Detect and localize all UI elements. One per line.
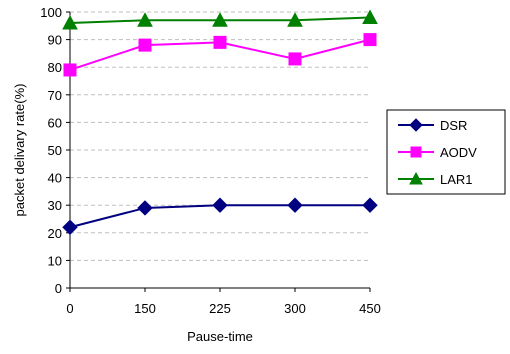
y-tick-label: 90 xyxy=(48,33,62,48)
data-point-square xyxy=(213,35,227,49)
data-point-diamond xyxy=(287,197,303,213)
data-point-diamond xyxy=(137,200,153,216)
legend-item-lar1: LAR1 xyxy=(398,171,473,187)
gridlines xyxy=(70,11,370,261)
data-point-triangle xyxy=(137,12,153,27)
data-point-diamond xyxy=(409,118,423,132)
y-ticks: 0 10 20 30 40 50 60 70 80 90 100 xyxy=(40,5,70,296)
series-aodv xyxy=(63,33,377,77)
x-tick-label: 300 xyxy=(284,301,306,316)
data-point-diamond xyxy=(362,197,378,213)
legend-label: DSR xyxy=(440,118,467,133)
x-tick-label: 450 xyxy=(359,301,381,316)
data-point-square xyxy=(288,52,302,66)
y-tick-label: 0 xyxy=(55,281,62,296)
legend-label: LAR1 xyxy=(440,172,473,187)
y-tick-label: 80 xyxy=(48,60,62,75)
legend-items: DSR AODV LAR1 xyxy=(398,118,477,187)
y-tick-label: 60 xyxy=(48,115,62,130)
x-axis-label: Pause-time xyxy=(187,329,253,344)
x-tick-label: 225 xyxy=(209,301,231,316)
x-tick-label: 0 xyxy=(66,301,73,316)
legend-item-aodv: AODV xyxy=(398,145,477,160)
series-dsr xyxy=(62,197,378,235)
data-point-diamond xyxy=(62,219,78,235)
legend: DSR AODV LAR1 xyxy=(386,109,506,195)
y-tick-label: 40 xyxy=(48,171,62,186)
y-tick-label: 50 xyxy=(48,143,62,158)
legend-item-dsr: DSR xyxy=(398,118,467,133)
data-point-triangle xyxy=(62,14,78,30)
y-tick-label: 20 xyxy=(48,226,62,241)
data-point-diamond xyxy=(212,197,228,213)
data-point-triangle xyxy=(362,9,378,25)
data-point-square xyxy=(410,146,422,158)
data-point-square xyxy=(363,33,377,47)
legend-label: AODV xyxy=(440,145,477,160)
series xyxy=(62,9,378,235)
data-point-square xyxy=(138,38,152,52)
x-ticks: 0 150 225 300 450 xyxy=(66,288,381,316)
data-point-triangle xyxy=(212,12,228,27)
data-point-square xyxy=(63,63,77,77)
series-lar1 xyxy=(62,9,378,30)
y-tick-label: 10 xyxy=(48,253,62,268)
x-tick-label: 150 xyxy=(134,301,156,316)
data-point-triangle xyxy=(409,171,423,185)
data-point-triangle xyxy=(287,12,303,27)
y-axis-label: packet delivary rate(%) xyxy=(12,84,27,217)
y-tick-label: 30 xyxy=(48,198,62,213)
y-tick-label: 100 xyxy=(40,5,62,20)
y-tick-label: 70 xyxy=(48,88,62,103)
